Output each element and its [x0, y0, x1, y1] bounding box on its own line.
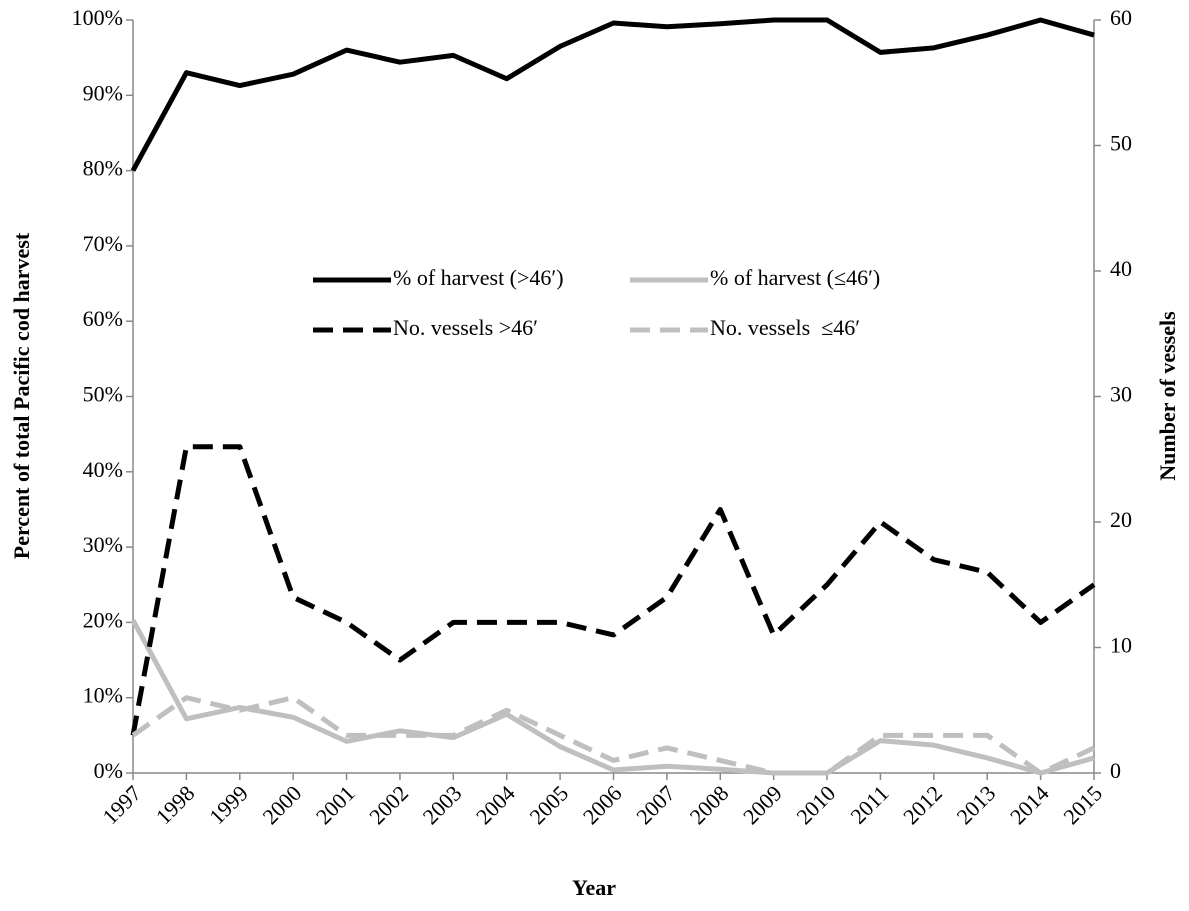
y-tick-label: 50% [83, 382, 123, 407]
legend-label: % of harvest (≤46′) [710, 265, 880, 290]
y2-axis-title: Number of vessels [1155, 311, 1180, 481]
y2-tick-label: 60 [1110, 5, 1132, 30]
y-tick-label: 60% [83, 306, 123, 331]
x-tick-label: 2010 [791, 780, 840, 829]
y-axis-title: Percent of total Pacific cod harvest [9, 232, 34, 559]
y-tick-label: 0% [94, 758, 123, 783]
x-tick-label: 2014 [1005, 780, 1054, 829]
x-tick-label: 2009 [738, 780, 787, 829]
series-line [131, 695, 1096, 776]
y2-tick-label: 20 [1110, 507, 1132, 532]
legend-label: % of harvest (>46′) [393, 265, 564, 290]
x-tick-label: 2013 [952, 780, 1001, 829]
x-tick-label: 2004 [471, 780, 520, 829]
x-tick-label: 2003 [418, 780, 467, 829]
x-tick-label: 2000 [257, 780, 306, 829]
legend-label: No. vessels ≤46′ [710, 315, 860, 340]
y-tick-label: 10% [83, 683, 123, 708]
x-tick-label: 2001 [311, 780, 360, 829]
y-tick-label: 80% [83, 156, 123, 181]
series-line [130, 444, 1096, 736]
y2-tick-label: 10 [1110, 633, 1132, 658]
y2-tick-label: 50 [1110, 131, 1132, 156]
series-line [130, 17, 1095, 172]
x-tick-label: 2005 [524, 780, 573, 829]
y-tick-label: 70% [83, 231, 123, 256]
y-tick-label: 100% [72, 5, 123, 30]
legend-label: No. vessels >46′ [393, 315, 538, 340]
x-tick-label: 2007 [631, 780, 680, 829]
x-tick-label: 2008 [685, 780, 734, 829]
y-tick-label: 20% [83, 607, 123, 632]
y-tick-label: 30% [83, 532, 123, 557]
y2-tick-label: 30 [1110, 382, 1132, 407]
x-axis-title: Year [572, 875, 616, 900]
x-tick-label: 1997 [97, 780, 146, 829]
x-tick-label: 2002 [364, 780, 413, 829]
y-tick-label: 90% [83, 80, 123, 105]
x-tick-label: 1998 [151, 780, 200, 829]
x-tick-label: 2015 [1058, 780, 1107, 829]
x-tick-label: 2011 [845, 780, 893, 828]
y-tick-label: 40% [83, 457, 123, 482]
x-tick-label: 1999 [204, 780, 253, 829]
y2-tick-label: 40 [1110, 256, 1132, 281]
y2-tick-label: 0 [1110, 758, 1121, 783]
x-tick-label: 2012 [898, 780, 947, 829]
series-line [130, 618, 1095, 776]
x-tick-label: 2006 [578, 780, 627, 829]
